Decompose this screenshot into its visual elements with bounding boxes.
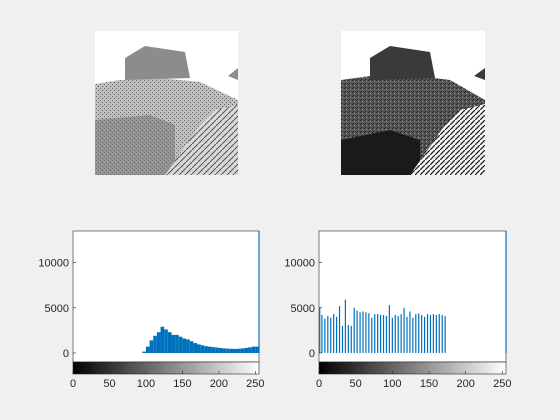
- histogram-bar: [200, 345, 205, 353]
- original-image-tower-right: [228, 68, 238, 80]
- histogram-bar: [142, 351, 146, 353]
- histogram-bar: [186, 339, 190, 353]
- histogram-bar: [171, 334, 176, 353]
- equalized-image: [341, 31, 485, 175]
- original-image: [95, 31, 238, 175]
- x-tick-label: 150: [420, 378, 438, 390]
- histogram-bar: [175, 334, 179, 353]
- histogram-bar: [178, 336, 183, 353]
- histogram-bar: [164, 329, 168, 353]
- grayscale-colorbar: [318, 361, 507, 375]
- histogram-bar: [233, 348, 238, 353]
- histogram-bar: [251, 346, 256, 353]
- equalized-image-wall: [410, 104, 485, 175]
- y-tick-label: 10000: [38, 258, 69, 270]
- histogram-bar: [229, 348, 234, 353]
- x-tick-label: 150: [173, 378, 191, 390]
- histogram-bar: [153, 335, 157, 353]
- histogram-bar: [207, 346, 212, 353]
- original-image-shadow: [95, 115, 175, 175]
- histogram-bar: [237, 348, 241, 353]
- y-tick-label: 10000: [284, 258, 315, 270]
- histogram-bar: [244, 347, 249, 353]
- equalized-image-shadow: [341, 130, 420, 175]
- histogram-bar: [211, 347, 216, 353]
- histogram-bar: [156, 332, 161, 353]
- histogram-bar: [255, 346, 259, 353]
- original-image-tower: [125, 46, 190, 80]
- histogram-bar: [160, 326, 165, 353]
- histogram-bar: [204, 346, 208, 353]
- original-image-wall: [165, 105, 238, 175]
- y-tick-label: 5000: [45, 303, 69, 315]
- equalized-image-tower-right: [474, 68, 485, 80]
- x-tick-label: 200: [210, 378, 228, 390]
- y-tick-label: 0: [309, 348, 315, 360]
- histogram-bar: [240, 348, 245, 353]
- histogram-bar: [218, 347, 223, 353]
- histogram-bar: [189, 341, 194, 353]
- x-tick-label: 100: [137, 378, 155, 390]
- histogram-equalized: 0 50 100 150 200 250 0 5000 10000: [284, 230, 512, 390]
- histogram-bar: [193, 343, 197, 353]
- x-tick-label: 0: [70, 378, 76, 390]
- histogram-bar: [248, 347, 252, 353]
- x-tick-label: 200: [456, 378, 474, 390]
- histogram-bar: [149, 340, 154, 353]
- histogram-bar: [197, 344, 201, 353]
- histogram-bar: [182, 338, 187, 353]
- histogram-bar: [226, 348, 230, 353]
- x-tick-label: 50: [103, 378, 115, 390]
- equalized-image-tower: [370, 46, 435, 80]
- histogram-bar: [222, 348, 227, 353]
- x-tick-label: 250: [246, 378, 264, 390]
- x-tick-label: 50: [350, 378, 362, 390]
- histogram-original: 0 50 100 150 200 250 0 5000 10000: [38, 230, 265, 390]
- histogram-bar: [145, 346, 150, 353]
- histogram-bar: [167, 332, 172, 353]
- x-tick-label: 100: [383, 378, 401, 390]
- histogram-bar: [215, 347, 219, 353]
- y-tick-label: 0: [63, 348, 69, 360]
- x-tick-label: 250: [493, 378, 511, 390]
- x-tick-label: 0: [316, 378, 322, 390]
- grayscale-colorbar: [72, 361, 260, 375]
- y-tick-label: 5000: [291, 303, 315, 315]
